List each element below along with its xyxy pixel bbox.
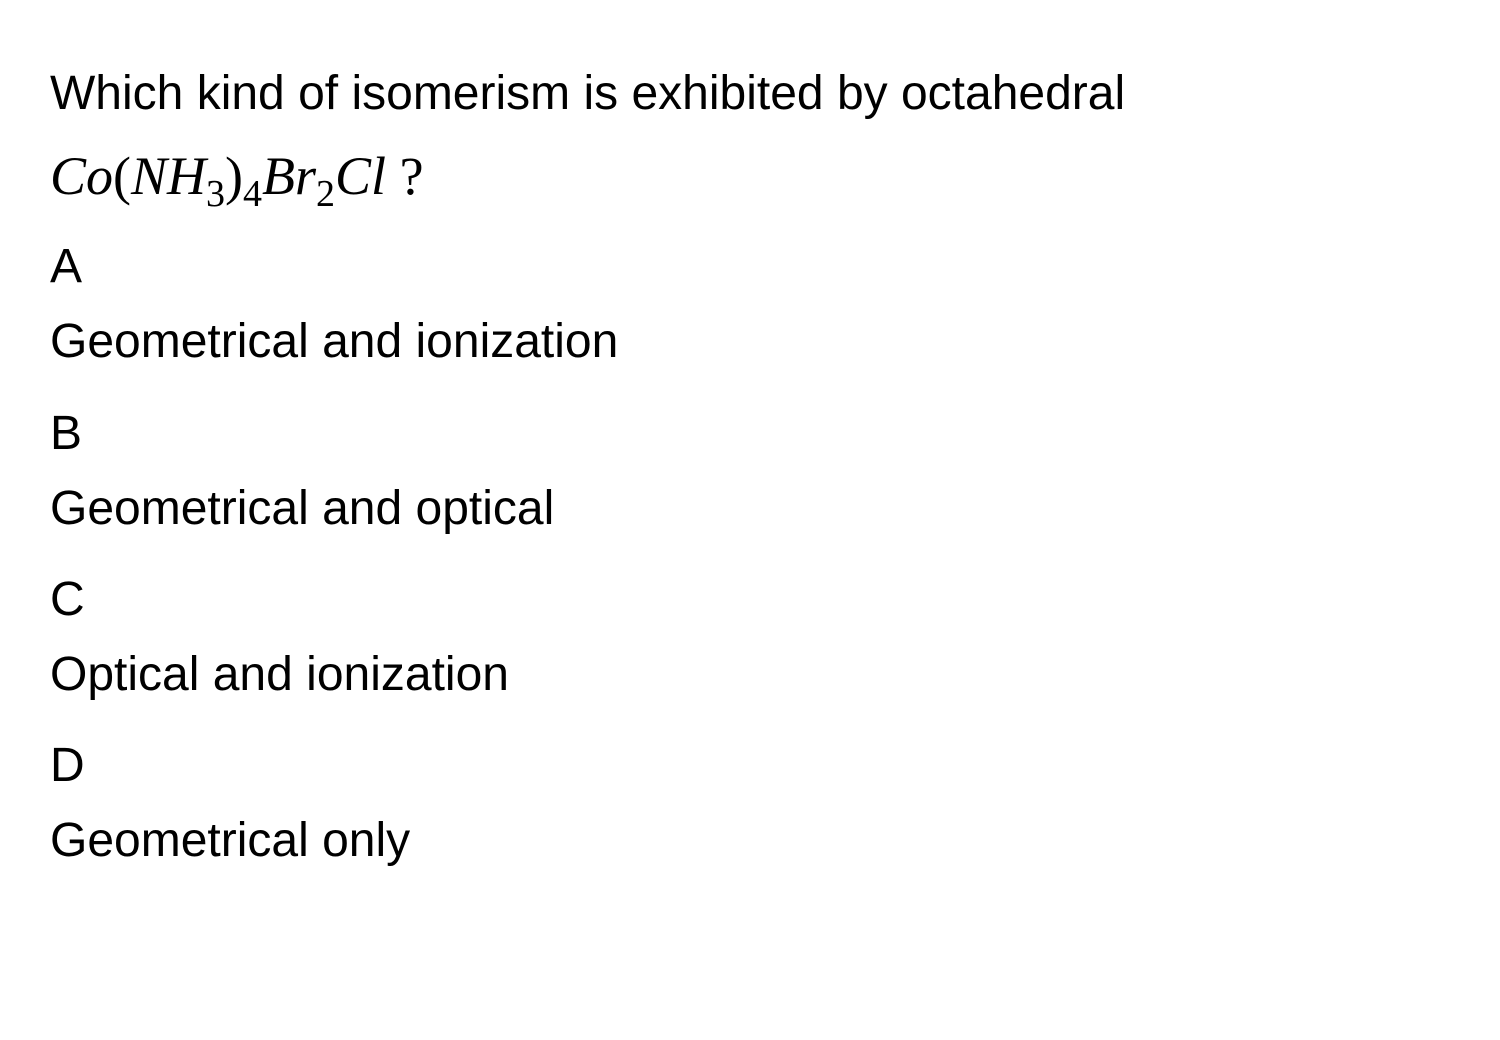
formula-sub-3: 3 [206, 173, 225, 215]
question-mark-text: ? [400, 146, 424, 206]
option-c-letter: C [50, 566, 1450, 633]
formula-cl: Cl [335, 146, 386, 206]
formula-paren-open: ( [113, 146, 131, 206]
question-line-2: Co(NH3)4Br2Cl ? [50, 139, 1450, 221]
option-b-letter: B [50, 400, 1450, 467]
formula-sub-4: 4 [243, 173, 262, 215]
option-b-text: Geometrical and optical [50, 475, 1450, 542]
option-d-text: Geometrical only [50, 807, 1450, 874]
formula-br: Br [262, 146, 316, 206]
chemical-formula: Co(NH3)4Br2Cl [50, 146, 386, 206]
formula-paren-close: ) [225, 146, 243, 206]
option-a-letter: A [50, 233, 1450, 300]
option-d-letter: D [50, 732, 1450, 799]
option-a-text: Geometrical and ionization [50, 308, 1450, 375]
question-line-1: Which kind of isomerism is exhibited by … [50, 60, 1450, 127]
formula-sub-2: 2 [316, 173, 335, 215]
question-mark [386, 146, 400, 206]
option-c-text: Optical and ionization [50, 641, 1450, 708]
formula-h: H [167, 146, 206, 206]
formula-n: N [131, 146, 167, 206]
formula-co: Co [50, 146, 113, 206]
